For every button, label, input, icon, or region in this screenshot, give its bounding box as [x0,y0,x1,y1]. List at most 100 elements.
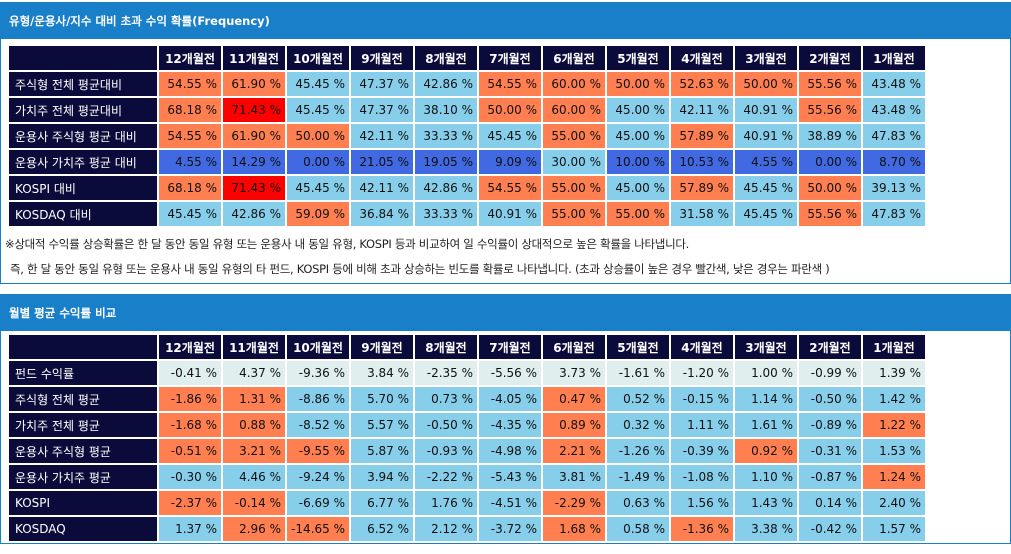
header-corner [9,335,157,359]
value-cell: 1.24 % [863,465,925,489]
value-cell: 3.84 % [351,361,413,385]
value-cell: -0.42 % [799,517,861,541]
table-row: 가치주 전체 평균대비 68.18 % 71.43 % 45.45 % 47.37 % 3… [9,98,925,122]
value-cell: -0.50 % [799,387,861,411]
value-cell: -4.05 % [479,387,541,411]
value-cell: 43.48 % [863,72,925,96]
value-cell: -4.35 % [479,413,541,437]
value-cell: 0.32 % [607,413,669,437]
monthly-return-panel: 월별 평균 수익률 비교 12개월전 11개월전 10개월전 9개월전 8개월전 7개월전… [0,294,1011,544]
value-cell: 55.56 % [799,72,861,96]
value-cell: 57.89 % [671,124,733,148]
column-header: 2개월전 [799,335,861,359]
value-cell: -0.39 % [671,439,733,463]
value-cell: 6.52 % [351,517,413,541]
value-cell: 45.00 % [607,176,669,200]
value-cell: 2.12 % [415,517,477,541]
table-row: 운용사 주식형 평균 대비 54.55 % 61.90 % 50.00 % 42.11 … [9,124,925,148]
column-header: 11개월전 [223,46,285,70]
value-cell: -1.26 % [607,439,669,463]
column-header: 4개월전 [671,335,733,359]
row-label: 주식형 전체 평균 [9,387,157,411]
column-header: 8개월전 [415,46,477,70]
value-cell: 1.42 % [863,387,925,411]
value-cell: -2.35 % [415,361,477,385]
value-cell: -0.14 % [223,491,285,515]
row-label: KOSDAQ [9,517,157,541]
value-cell: 71.43 % [223,98,285,122]
value-cell: -0.41 % [159,361,221,385]
column-header: 3개월전 [735,46,797,70]
value-cell: 40.91 % [479,202,541,226]
table-row: 운용사 가치주 평균 대비 4.55 % 14.29 % 0.00 % 21.05 % 1… [9,150,925,174]
value-cell: -9.55 % [287,439,349,463]
value-cell: 3.73 % [543,361,605,385]
value-cell: 1.10 % [735,465,797,489]
value-cell: -8.86 % [287,387,349,411]
value-cell: -2.37 % [159,491,221,515]
value-cell: 54.55 % [159,72,221,96]
value-cell: 45.00 % [607,124,669,148]
value-cell: 45.45 % [735,202,797,226]
value-cell: -0.89 % [799,413,861,437]
value-cell: 50.00 % [799,176,861,200]
value-cell: -1.49 % [607,465,669,489]
value-cell: 60.00 % [543,72,605,96]
value-cell: 45.00 % [607,98,669,122]
value-cell: 1.76 % [415,491,477,515]
value-cell: 45.45 % [735,176,797,200]
value-cell: 1.37 % [159,517,221,541]
value-cell: 39.13 % [863,176,925,200]
value-cell: 1.53 % [863,439,925,463]
value-cell: -0.93 % [415,439,477,463]
value-cell: -1.61 % [607,361,669,385]
value-cell: 4.55 % [735,150,797,174]
table-row: 주식형 전체 평균대비 54.55 % 61.90 % 45.45 % 47.37 % 4… [9,72,925,96]
value-cell: 68.18 % [159,176,221,200]
column-header: 9개월전 [351,46,413,70]
value-cell: 55.00 % [543,176,605,200]
value-cell: 1.57 % [863,517,925,541]
value-cell: 19.05 % [415,150,477,174]
value-cell: 38.89 % [799,124,861,148]
row-label: KOSPI 대비 [9,176,157,200]
value-cell: 42.86 % [415,176,477,200]
value-cell: 1.39 % [863,361,925,385]
row-label: 운용사 주식형 평균 대비 [9,124,157,148]
panel-title: 유형/운용사/지수 대비 초과 수익 확률(Frequency) [1,3,1010,39]
value-cell: -0.15 % [671,387,733,411]
value-cell: 0.63 % [607,491,669,515]
value-cell: 3.94 % [351,465,413,489]
value-cell: 21.05 % [351,150,413,174]
value-cell: 0.52 % [607,387,669,411]
value-cell: 4.37 % [223,361,285,385]
value-cell: -6.69 % [287,491,349,515]
value-cell: 55.00 % [543,202,605,226]
value-cell: 47.37 % [351,72,413,96]
value-cell: 55.56 % [799,98,861,122]
header-row: 12개월전 11개월전 10개월전 9개월전 8개월전 7개월전 6개월전 5개월전 4개월전 3… [9,46,925,70]
value-cell: 1.11 % [671,413,733,437]
value-cell: 2.21 % [543,439,605,463]
column-header: 1개월전 [863,46,925,70]
value-cell: 54.55 % [479,176,541,200]
value-cell: 47.83 % [863,124,925,148]
table-row: KOSPI 대비 68.18 % 71.43 % 45.45 % 42.11 % 42.8… [9,176,925,200]
row-label: 가치주 전체 평균 [9,413,157,437]
value-cell: 1.14 % [735,387,797,411]
table-row: 운용사 가치주 평균 -0.30 % 4.46 % -9.24 % 3.94 % -2.2… [9,465,925,489]
value-cell: -0.99 % [799,361,861,385]
value-cell: 47.83 % [863,202,925,226]
frequency-panel: 유형/운용사/지수 대비 초과 수익 확률(Frequency) 12개월전 11… [0,2,1011,284]
value-cell: 31.58 % [671,202,733,226]
value-cell: 10.53 % [671,150,733,174]
column-header: 2개월전 [799,46,861,70]
header-row: 12개월전 11개월전 10개월전 9개월전 8개월전 7개월전 6개월전 5개월전 4개월전 3… [9,335,925,359]
value-cell: 8.70 % [863,150,925,174]
value-cell: 50.00 % [607,72,669,96]
note-line-1: ※상대적 수익률 상승확률은 한 달 동안 동일 유형 또는 운용사 내 동일 … [5,237,689,251]
column-header: 7개월전 [479,335,541,359]
value-cell: 9.09 % [479,150,541,174]
row-label: 펀드 수익률 [9,361,157,385]
value-cell: 33.33 % [415,124,477,148]
